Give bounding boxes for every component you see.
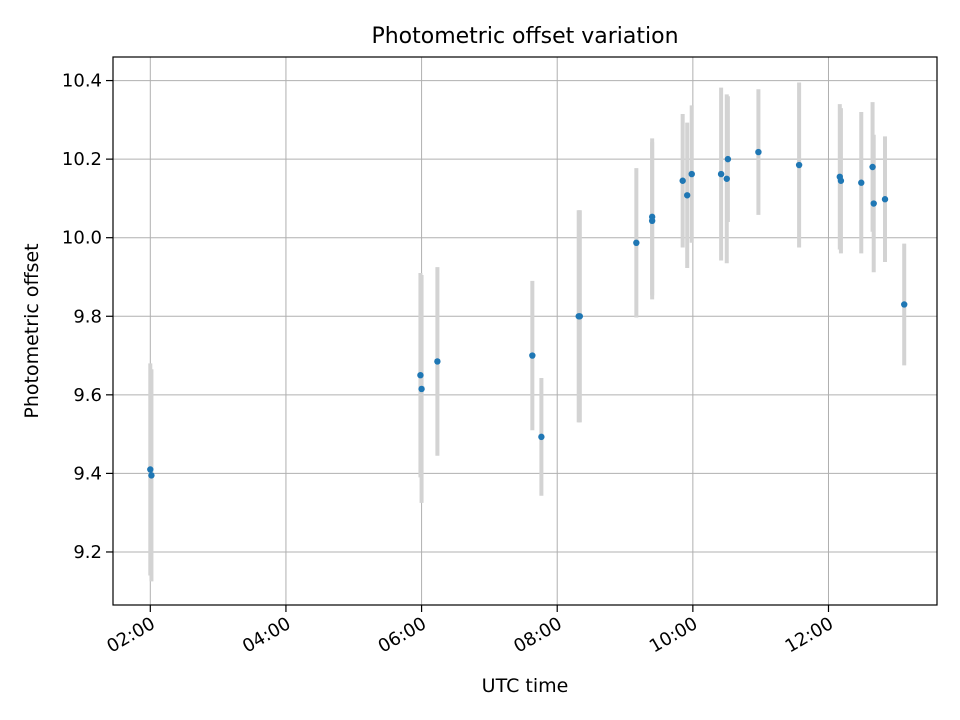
data-point <box>755 148 762 156</box>
data-point <box>795 161 803 169</box>
data-point <box>688 170 695 178</box>
y-tick-label: 10.4 <box>62 71 102 92</box>
data-point <box>869 163 876 171</box>
data-point <box>538 433 545 441</box>
data-point <box>901 301 908 308</box>
data-point <box>147 466 154 473</box>
data-point <box>679 177 686 184</box>
data-point <box>576 313 584 320</box>
data-point <box>881 196 889 203</box>
grid <box>113 57 937 605</box>
data-point <box>684 192 691 199</box>
y-tick-label: 9.4 <box>73 463 102 484</box>
data-point <box>434 358 441 365</box>
data-point <box>417 371 424 379</box>
data-point <box>724 155 732 163</box>
data-points <box>147 148 908 479</box>
plot-frame <box>112 56 938 606</box>
y-tick-label: 9.6 <box>73 385 102 406</box>
y-tick-label: 9.2 <box>73 542 102 563</box>
y-tick-label: 10.2 <box>62 149 102 170</box>
data-point <box>633 239 640 247</box>
y-tick-label: 10.0 <box>62 228 102 249</box>
y-axis: 9.2 9.4 9.6 9.8 10.0 10.2 10.4 <box>62 71 113 563</box>
data-point <box>837 177 845 184</box>
chart-title: Photometric offset variation <box>371 24 678 49</box>
data-point <box>148 472 155 479</box>
x-axis-label: UTC time <box>482 675 569 697</box>
data-point <box>418 385 425 393</box>
data-point <box>870 200 877 207</box>
data-point <box>858 179 865 186</box>
data-point <box>717 170 725 178</box>
data-point <box>529 352 536 359</box>
y-tick-label: 9.8 <box>73 306 102 327</box>
y-axis-label: Photometric offset <box>21 243 43 418</box>
data-point <box>648 217 656 225</box>
data-point <box>723 175 730 182</box>
